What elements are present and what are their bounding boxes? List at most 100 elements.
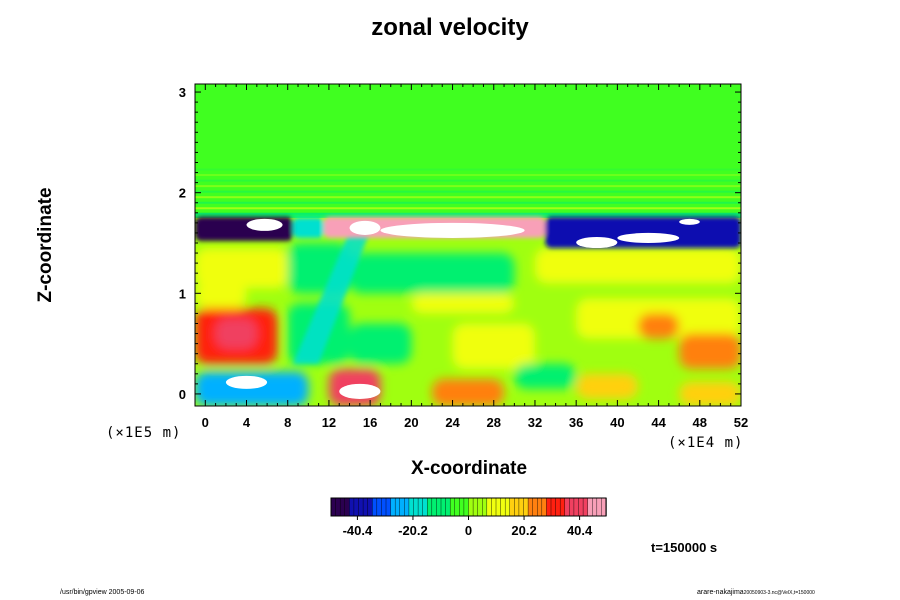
colorbar-cell	[573, 497, 580, 517]
field-region	[679, 333, 741, 369]
x-tick-label: 16	[363, 415, 377, 430]
footer-right-main: arare-nakajima	[697, 589, 744, 596]
x-axis-label: X-coordinate	[410, 458, 528, 479]
colorbar-cell	[541, 497, 548, 517]
colorbar-cell	[335, 497, 341, 517]
wave-band	[195, 190, 741, 193]
colorbar-tick-label: 0	[465, 523, 472, 538]
colorbar: -40.4 -20.2 0 20.2 40.4	[330, 497, 607, 538]
colorbar-cell	[592, 497, 598, 517]
colorbar-cell	[559, 497, 566, 517]
colorbar-cell	[550, 497, 557, 517]
colorbar-cell	[482, 497, 488, 517]
x-tick-label: 40	[610, 415, 624, 430]
field-region	[215, 318, 257, 349]
colorbar-cell	[390, 497, 396, 517]
saturated-core	[225, 375, 268, 389]
field-region	[349, 323, 412, 364]
colorbar-tick-label: 40.4	[567, 523, 593, 538]
y-tick-label: 1	[179, 286, 186, 301]
saturated-core	[349, 220, 381, 235]
colorbar-cell	[486, 497, 493, 517]
plot-frame	[194, 83, 742, 407]
wave-band	[195, 201, 741, 204]
wave-band	[195, 168, 741, 171]
colorbar-cell	[449, 497, 456, 517]
chart-title: zonal velocity	[371, 14, 529, 41]
colorbar-tick-label: -20.2	[398, 523, 428, 538]
field-region	[514, 363, 577, 389]
colorbar-cell	[587, 497, 593, 517]
footer-left: /usr/bin/gpview 2005-09-06	[60, 589, 145, 596]
colorbar-cell	[394, 497, 401, 517]
x-tick-label: 36	[569, 415, 583, 430]
lower-layer	[195, 242, 741, 406]
colorbar-cell	[527, 497, 534, 517]
colorbar-cell	[372, 497, 378, 517]
colorbar-cell	[459, 497, 465, 517]
colorbar-cell	[422, 497, 428, 517]
saturated-core	[339, 383, 381, 399]
saturated-core	[617, 232, 680, 243]
wave-band	[195, 179, 741, 182]
colorbar-cell	[440, 497, 447, 517]
colorbar-cell	[385, 497, 392, 517]
colorbar-cell	[463, 497, 470, 517]
colorbar-cell	[523, 497, 529, 517]
time-label: t=150000 s	[651, 540, 718, 555]
colorbar-cell	[381, 497, 387, 517]
colorbar-cell	[569, 497, 575, 517]
jet-region	[292, 217, 324, 238]
colorbar-cell	[353, 497, 360, 517]
colorbar-cell	[472, 497, 479, 517]
colorbar-cell	[468, 497, 474, 517]
colorbar-cell	[417, 497, 424, 517]
colorbar-cell	[532, 497, 538, 517]
colorbar-cell	[546, 497, 552, 517]
colorbar-cell	[445, 497, 451, 517]
heatmap-field	[195, 84, 741, 406]
wave-band	[195, 174, 741, 177]
colorbar-cell	[344, 497, 351, 517]
colorbar-cell	[454, 497, 461, 517]
field-region	[576, 373, 638, 399]
saturated-core	[246, 218, 283, 231]
colorbar-cell	[413, 497, 419, 517]
x-tick-label: 0	[202, 415, 209, 430]
colorbar-cell	[404, 497, 410, 517]
wave-band	[195, 207, 741, 210]
wave-band	[195, 185, 741, 188]
colorbar-cell	[495, 497, 502, 517]
colorbar-cell	[367, 497, 373, 517]
footer-right: arare-nakajima20050903-3.nc@VelX,t=15000…	[697, 589, 815, 596]
jet-region	[195, 216, 293, 241]
colorbar-cell	[504, 497, 511, 517]
x-tick-label: 32	[528, 415, 542, 430]
wave-band	[195, 196, 741, 199]
y-tick-label: 3	[179, 85, 186, 100]
colorbar-tick-label: -40.4	[343, 523, 373, 538]
x-tick-label: 8	[284, 415, 291, 430]
colorbar-cell	[509, 497, 516, 517]
upper-layer	[195, 84, 741, 218]
x-tick-label: 28	[487, 415, 501, 430]
colorbar-cell	[491, 497, 497, 517]
colorbar-cell	[537, 497, 543, 517]
field-region	[195, 371, 309, 406]
y-tick-label: 2	[179, 186, 186, 201]
colorbar-cell	[349, 497, 355, 517]
field-region	[195, 283, 247, 309]
saturated-core	[576, 236, 618, 249]
colorbar-cell	[376, 497, 383, 517]
x-axis-unit: (×1E4 m)	[668, 435, 744, 451]
colorbar-cell	[477, 497, 483, 517]
colorbar-cell	[582, 497, 589, 517]
field-region	[411, 293, 515, 314]
colorbar-cell	[578, 497, 584, 517]
colorbar-cell	[431, 497, 438, 517]
field-region	[679, 381, 741, 406]
colorbar-tick-label: 20.2	[511, 523, 536, 538]
colorbar-cell	[408, 497, 415, 517]
colorbar-cell	[339, 497, 346, 517]
